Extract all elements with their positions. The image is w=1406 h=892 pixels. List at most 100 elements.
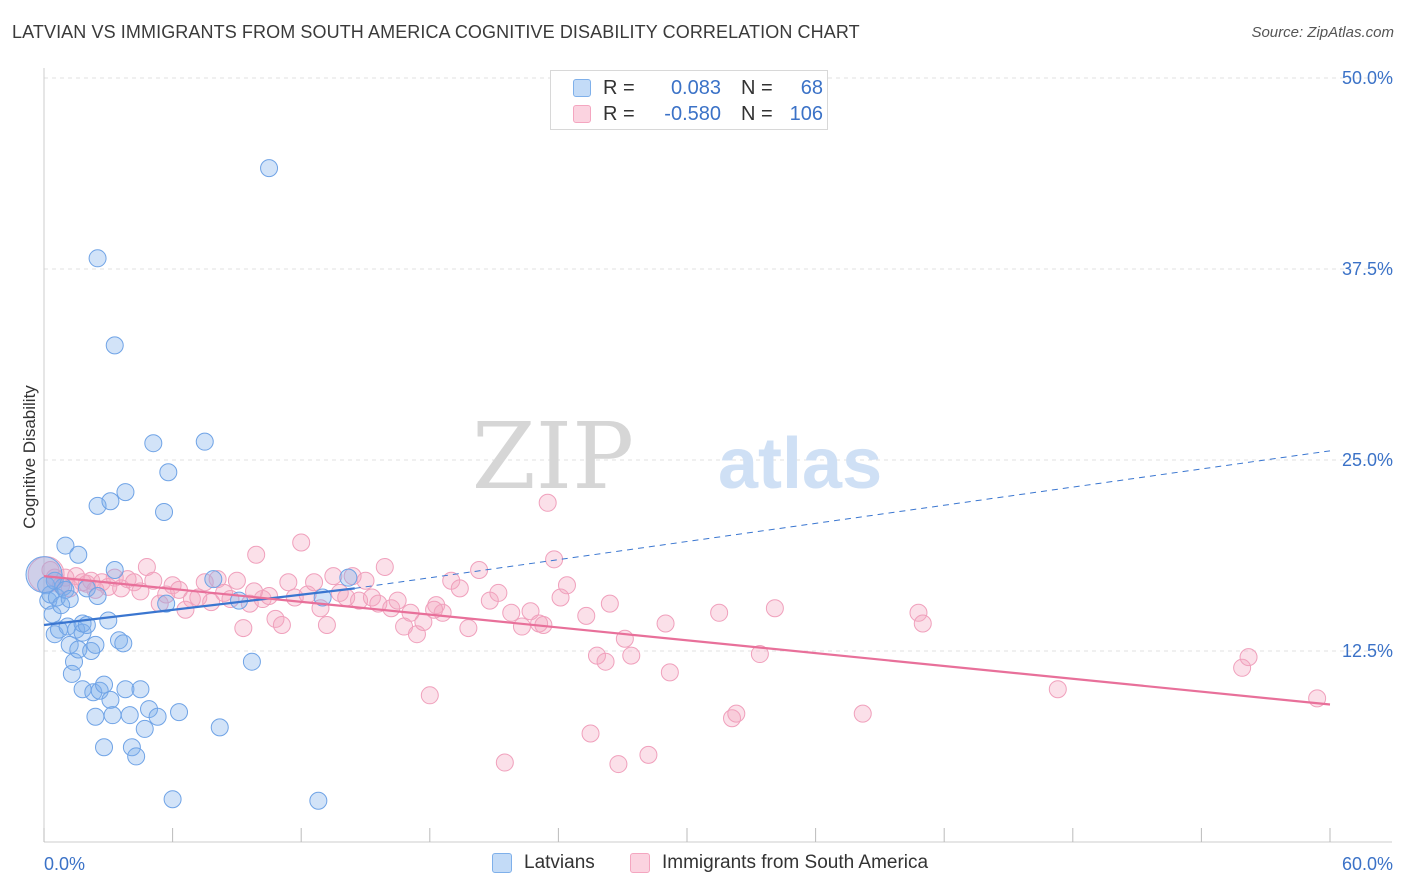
- data-point-latvians: [69, 545, 88, 564]
- data-point-immigrants: [427, 596, 446, 615]
- legend-item-immigrants[interactable]: Immigrants from South America: [630, 852, 928, 874]
- data-point-latvians: [204, 570, 223, 589]
- data-point-immigrants: [1239, 648, 1258, 667]
- data-point-latvians: [339, 568, 358, 587]
- grid-lines: [44, 77, 1392, 652]
- data-point-latvians: [114, 634, 133, 653]
- data-point-immigrants: [470, 561, 489, 580]
- data-point-latvians: [60, 635, 79, 654]
- trend-lines: [43, 450, 1331, 706]
- y-tick-label: 25.0%: [1342, 450, 1393, 470]
- data-point-immigrants: [260, 586, 279, 605]
- y-axis-label: Cognitive Disability: [20, 385, 39, 529]
- data-point-latvians: [242, 652, 261, 671]
- series-latvians-points: [25, 159, 358, 810]
- watermark-atlas: atlas: [718, 424, 882, 504]
- data-point-immigrants: [913, 614, 932, 633]
- data-point-immigrants: [1233, 658, 1252, 677]
- data-point-latvians: [127, 747, 146, 766]
- watermark: ZIP atlas: [472, 403, 882, 510]
- data-point-immigrants: [227, 571, 246, 590]
- data-point-latvians: [101, 690, 120, 709]
- legend-row-latvians: R = 0.083 N = 68: [573, 76, 823, 100]
- legend-n-label: N =: [741, 102, 773, 125]
- data-point-latvians: [101, 492, 120, 511]
- data-point-latvians: [309, 791, 328, 810]
- legend-label-latvians: Latvians: [524, 852, 595, 873]
- data-point-immigrants: [375, 557, 394, 576]
- data-point-immigrants: [538, 493, 557, 512]
- data-point-latvians: [131, 680, 150, 699]
- series-legend: Latvians Immigrants from South America: [0, 852, 1406, 878]
- legend-r-label: R =: [603, 76, 635, 99]
- data-point-latvians: [159, 463, 178, 482]
- legend-n-value: 106: [789, 102, 823, 125]
- data-point-immigrants: [450, 579, 469, 598]
- watermark-zip: ZIP: [472, 403, 634, 510]
- data-point-immigrants: [305, 573, 324, 592]
- y-tick-label: 50.0%: [1342, 68, 1393, 88]
- data-point-immigrants: [639, 745, 658, 764]
- data-point-immigrants: [292, 533, 311, 552]
- data-point-immigrants: [909, 603, 928, 622]
- data-point-latvians: [116, 680, 135, 699]
- data-point-immigrants: [324, 567, 343, 586]
- y-tick-label: 12.5%: [1342, 641, 1393, 661]
- data-point-immigrants: [502, 603, 521, 622]
- tick-labels: 12.5% 25.0% 37.5% 50.0% 0.0% 60.0%: [44, 68, 1393, 874]
- data-point-latvians: [60, 590, 79, 609]
- data-point-latvians: [103, 706, 122, 725]
- data-point-immigrants: [600, 594, 619, 613]
- data-point-latvians: [155, 502, 174, 521]
- data-point-immigrants: [660, 663, 679, 682]
- legend-n-label: N =: [741, 76, 773, 99]
- source-label: Source: ZipAtlas.com: [1251, 24, 1394, 41]
- data-point-immigrants: [545, 550, 564, 569]
- data-point-immigrants: [765, 599, 784, 618]
- data-point-latvians: [99, 611, 118, 630]
- legend-item-latvians[interactable]: Latvians: [492, 852, 595, 874]
- x-tick-label: 60.0%: [1342, 854, 1393, 874]
- data-point-latvians: [25, 556, 63, 594]
- data-point-immigrants: [247, 545, 266, 564]
- data-point-immigrants: [521, 602, 540, 621]
- data-point-latvians: [170, 703, 189, 722]
- data-point-latvians: [135, 719, 154, 738]
- data-point-latvians: [88, 586, 107, 605]
- data-point-latvians: [65, 652, 84, 671]
- data-point-immigrants: [388, 591, 407, 610]
- data-point-immigrants: [495, 753, 514, 772]
- correlation-legend: R = 0.083 N = 68 R = -0.580 N = 106: [550, 70, 828, 130]
- data-point-immigrants: [609, 755, 628, 774]
- data-point-latvians: [56, 580, 75, 599]
- data-point-latvians: [56, 536, 75, 555]
- data-point-latvians: [95, 675, 114, 694]
- legend-swatch-blue: [573, 79, 591, 97]
- data-point-immigrants: [279, 573, 298, 592]
- data-point-latvians: [260, 159, 279, 178]
- data-point-latvians: [105, 561, 124, 580]
- data-point-immigrants: [557, 576, 576, 595]
- data-point-latvians: [69, 640, 88, 659]
- legend-n-value: 68: [800, 76, 823, 99]
- data-point-latvians: [84, 683, 103, 702]
- data-point-immigrants: [512, 617, 531, 636]
- data-point-immigrants: [656, 614, 675, 633]
- trend-line-immigrants: [43, 575, 1331, 706]
- data-point-latvians: [88, 249, 107, 268]
- data-point-immigrants: [356, 571, 375, 590]
- data-point-latvians: [116, 483, 135, 502]
- legend-r-label: R =: [603, 102, 635, 125]
- data-point-immigrants: [489, 583, 508, 602]
- legend-swatch-pink: [630, 853, 650, 873]
- legend-swatch-blue: [492, 853, 512, 873]
- data-point-immigrants: [1048, 680, 1067, 699]
- data-point-latvians: [144, 434, 163, 453]
- data-point-immigrants: [596, 652, 615, 671]
- trend-line-latvians: [43, 587, 355, 627]
- data-point-immigrants: [459, 619, 478, 638]
- data-point-latvians: [120, 706, 139, 725]
- x-tick-label: 0.0%: [44, 854, 85, 874]
- legend-r-value: -0.580: [664, 102, 721, 125]
